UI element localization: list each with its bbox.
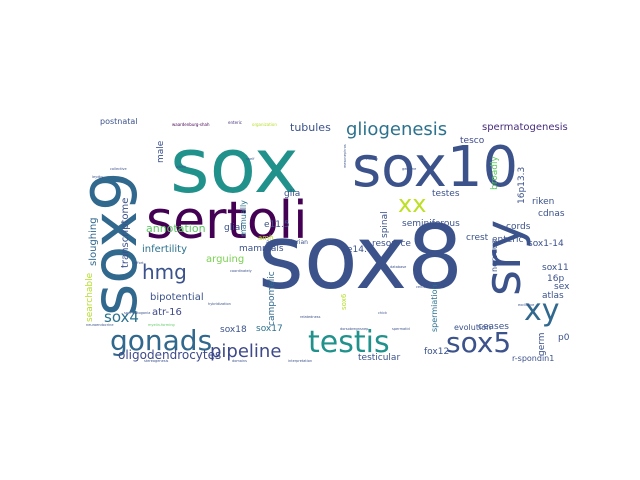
word-glial: glial [224, 223, 243, 233]
word-sox1-14: sox1-14 [528, 239, 564, 249]
word-spermatogenesis: spermatogenesis [482, 122, 568, 133]
word-e14.0: e14.0 [347, 245, 373, 255]
word-atlas: atlas [542, 291, 564, 301]
word-pipeline: pipeline [210, 341, 281, 362]
word-database: database [390, 265, 406, 269]
word-testicular: testicular [358, 353, 400, 363]
word-atr-16: atr-16 [152, 307, 182, 318]
word-sox4: sox4 [104, 308, 139, 326]
word-albeit: albeit [176, 165, 186, 169]
word-genome: genome [402, 167, 416, 171]
word-e11.5: e11.5 [264, 220, 290, 230]
word-relatedness: relatedness [300, 315, 321, 319]
word-enteric-small: enteric [228, 120, 242, 125]
word-stereogenesis: stereogenesis [144, 359, 169, 363]
word-gonads: gonads [110, 324, 212, 357]
word-spermatogonia: spermatogonia [124, 311, 150, 315]
word-seminiferous: seminiferous [402, 219, 460, 229]
word-16p: 16p [547, 274, 564, 284]
word-infertility: infertility [142, 244, 187, 255]
word-myelin-forming: myelin-forming [148, 323, 175, 327]
word-oligodendrocytes: oligodendrocytes [118, 348, 221, 362]
word-tesco: tesco [460, 136, 485, 146]
word-cdnas: cdnas [538, 209, 565, 219]
word-exclusive: exclusive [518, 303, 534, 307]
word-mammals: mammals [239, 244, 284, 254]
word-nervous: nervous [490, 240, 499, 272]
word-collective: collective [110, 167, 127, 171]
word-effort: effort [134, 261, 144, 265]
word-evolution: evolution [454, 323, 491, 332]
word-campomelic: campomelic [267, 271, 277, 326]
word-enteric: enteric [492, 235, 524, 245]
word-glia: glia [284, 189, 300, 199]
word-crest: crest [466, 233, 489, 243]
word-sex: sex [554, 282, 570, 292]
word-fox12: fox12 [424, 347, 449, 357]
word-cell-origin: cell-origin [416, 285, 433, 289]
word-sox10: sox10 [352, 135, 518, 200]
word-sox5: sox5 [446, 326, 511, 359]
word-16p13.3: 16p13.3 [517, 167, 527, 204]
word-closely: closely [366, 157, 378, 161]
word-hybridization: hybridization [208, 302, 231, 306]
word-dorsobregnsnep: dorsobregnsnep [340, 327, 369, 331]
word-sertoli: sertoli [146, 191, 308, 251]
word-manually: manually [239, 200, 248, 237]
word-sox8: sox8 [258, 206, 463, 309]
word-germ: germ [537, 332, 547, 356]
word-spermiation: spermiation [430, 284, 439, 332]
word-gliogenesis: gliogenesis [346, 119, 447, 140]
word-xx: xx [398, 190, 426, 218]
word-cords: cords [506, 222, 531, 232]
word-sox: sox [170, 121, 299, 210]
word-sox11: sox11 [542, 263, 569, 273]
word-resource: resource [372, 239, 411, 249]
word-sox6: sox6 [340, 293, 348, 310]
word-leydig: leydig [92, 175, 103, 179]
word-domains: domains [232, 359, 247, 363]
word-annotation: annotation [146, 222, 206, 235]
word-coordinately: coordinately [230, 269, 252, 273]
word-male: male [156, 140, 166, 163]
word-interpretation: interpretation [288, 359, 312, 363]
word-organization: organization [252, 122, 277, 127]
word-transcriptome: transcriptome [120, 198, 131, 268]
word-anti-mullerian: anti-müllerian [266, 239, 308, 246]
word-hmg: hmg [142, 260, 187, 284]
word-riken: riken [532, 197, 554, 207]
word-ceases: ceases [478, 322, 509, 332]
word-p0: p0 [558, 333, 570, 343]
word-neuroendocrine: neuroendocrine [86, 323, 114, 327]
word-testes: testes [432, 189, 460, 199]
word-waardenburg-shah: waardenburg-shah [172, 122, 210, 127]
word-mesonephros: mesonephros [343, 144, 347, 168]
word-sloughing: sloughing [88, 217, 99, 266]
word-spinal: spinal [380, 211, 390, 238]
word-searchable: searchable [85, 272, 95, 322]
word-tubules: tubules [290, 121, 331, 134]
word-sox17: sox17 [256, 324, 283, 334]
word-arguing: arguing [206, 254, 244, 265]
word-spermatid: spermatid [392, 327, 410, 331]
word-sox9: sox9 [78, 172, 151, 316]
word-r-spondin1: r-spondin1 [512, 354, 554, 363]
word-sry: sry [474, 220, 532, 296]
word-testis: testis [308, 325, 390, 360]
word-chick: chick [378, 311, 388, 315]
word-bipotential: bipotential [150, 292, 204, 303]
word-sox18: sox18 [220, 325, 247, 335]
word-shelf: shelf [246, 157, 255, 161]
word-broadly: broadly [490, 156, 500, 190]
word-postnatal: postnatal [100, 117, 138, 126]
word-amh: amh [258, 234, 274, 242]
word-xy: xy [524, 293, 560, 328]
